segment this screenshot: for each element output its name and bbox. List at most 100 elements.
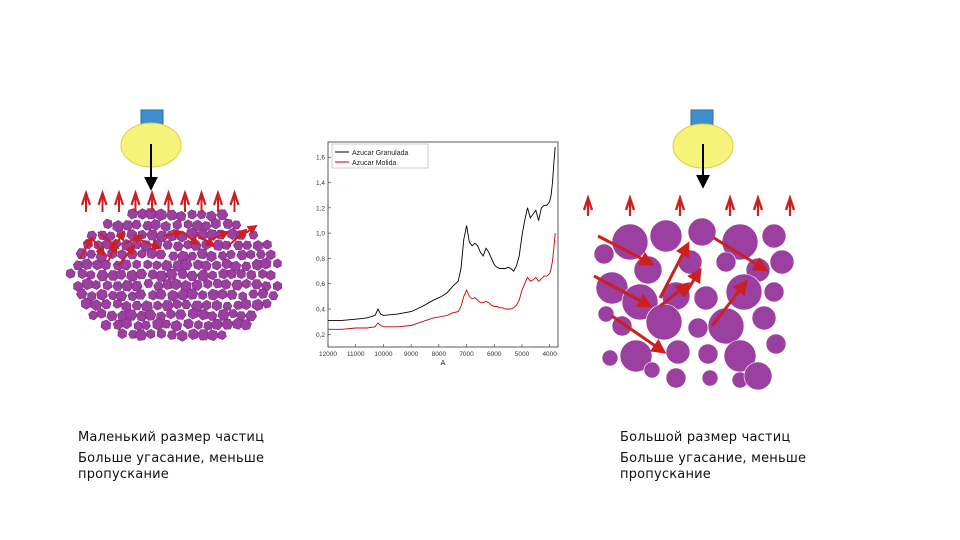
small-particle: [212, 239, 225, 251]
y-tick-label: 1,0: [316, 231, 325, 238]
small-particle: [107, 248, 118, 260]
small-particle: [190, 300, 204, 312]
large-particle: [751, 305, 777, 331]
small-particle: [186, 288, 199, 300]
small-particle: [137, 229, 147, 240]
small-particle: [185, 227, 198, 240]
small-particle: [197, 269, 209, 282]
small-particle: [90, 299, 102, 311]
small-particle: [161, 319, 172, 329]
scatter-arrow: [597, 234, 655, 266]
small-particle: [86, 230, 98, 241]
right-caption-title: Большой размер частиц: [620, 430, 791, 445]
small-particle: [117, 249, 127, 260]
small-particle: [222, 218, 234, 230]
small-particle: [207, 288, 220, 301]
small-particle: [183, 219, 193, 230]
small-particle: [210, 318, 224, 331]
large-particle: [619, 339, 653, 373]
small-particle: [248, 289, 259, 299]
small-particle: [266, 269, 276, 281]
transmitted-arrow: [97, 189, 108, 206]
large-particle: [765, 333, 787, 355]
small-particle: [211, 260, 222, 271]
chart-legend: Azucar Granulada Azucar Molida: [331, 143, 429, 169]
small-particle: [81, 277, 94, 291]
large-particle: [643, 361, 661, 379]
small-particle: [96, 269, 109, 282]
small-particle: [236, 268, 246, 280]
scatter-arrow: [713, 236, 769, 272]
small-particle: [226, 268, 237, 280]
small-particle: [141, 300, 153, 313]
scatter-arrow: [181, 231, 200, 246]
small-particle: [187, 251, 198, 261]
small-particle: [160, 259, 173, 272]
small-particle: [200, 260, 212, 272]
small-particle: [170, 278, 182, 291]
small-particle: [130, 280, 143, 292]
y-axis: 0,2 0,4 0,6 0,8 1,0 1,2 1,4 1,6: [316, 155, 331, 339]
absorbance-chart: 0,2 0,4 0,6 0,8 1,0 1,2 1,4 1,6 12000 11000 10000…: [300, 130, 564, 370]
small-particle: [131, 219, 142, 230]
small-particle: [134, 329, 148, 341]
transmitted-arrow: [674, 194, 686, 211]
small-particle: [226, 249, 236, 260]
y-tick-label: 0,8: [316, 256, 325, 263]
small-particle: [131, 239, 143, 250]
small-particle: [86, 249, 97, 259]
small-particle: [156, 311, 167, 322]
small-particle: [112, 281, 124, 291]
large-particle: [611, 315, 633, 337]
scatter-arrow: [123, 234, 144, 245]
large-particle: [715, 251, 737, 273]
small-particle: [226, 289, 238, 300]
small-particle: [155, 230, 168, 243]
small-particle: [261, 298, 272, 309]
large-particle: [645, 303, 683, 341]
transmitted-arrow: [179, 189, 191, 206]
light-source-left: [120, 109, 182, 191]
large-particle: [677, 249, 703, 275]
large-particle: [743, 361, 773, 391]
scatter-arrow: [195, 233, 216, 248]
small-particle: [241, 278, 251, 289]
small-particle: [201, 239, 212, 250]
small-particle: [272, 280, 283, 292]
x-tick-label: 9000: [404, 351, 419, 358]
small-particle: [124, 309, 138, 321]
x-tick-label: 12000: [319, 351, 337, 358]
small-particle: [242, 240, 253, 250]
transmitted-arrow: [624, 194, 636, 211]
small-particle: [210, 217, 221, 230]
small-particle: [172, 219, 182, 230]
small-particle: [235, 230, 247, 240]
large-particle: [697, 343, 719, 365]
small-particle: [148, 289, 158, 301]
small-particle: [202, 299, 212, 311]
small-particle: [126, 269, 139, 283]
small-particle: [174, 309, 187, 320]
small-particle: [152, 260, 162, 270]
small-particle: [221, 240, 232, 250]
scatter-arrow: [227, 228, 248, 247]
x-tick-label: 10000: [374, 351, 392, 358]
scatter-arrow: [107, 242, 118, 263]
small-particle: [250, 279, 263, 290]
small-particle: [87, 291, 97, 302]
small-particle: [143, 259, 152, 270]
small-particle: [81, 297, 92, 310]
small-particle: [105, 231, 116, 241]
small-particle: [86, 270, 96, 280]
y-tick-label: 0,4: [316, 307, 325, 314]
small-particle: [152, 317, 164, 331]
scatter-arrow: [91, 237, 106, 257]
small-particle: [117, 310, 129, 323]
large-particle: [731, 371, 749, 389]
small-particle: [192, 219, 204, 232]
small-particle: [236, 311, 247, 321]
small-particle: [177, 230, 188, 243]
small-particle: [107, 290, 118, 301]
scatter-arrow: [682, 267, 702, 297]
small-particle: [150, 218, 161, 231]
